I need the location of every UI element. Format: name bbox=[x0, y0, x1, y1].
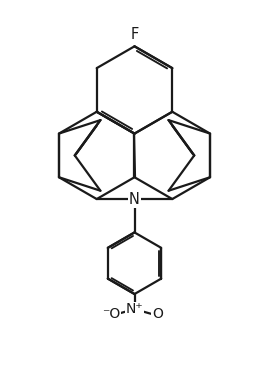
Text: N: N bbox=[129, 192, 140, 207]
Text: N⁺: N⁺ bbox=[126, 302, 143, 316]
Text: F: F bbox=[130, 27, 139, 42]
Text: ⁻O: ⁻O bbox=[102, 307, 121, 321]
Text: O: O bbox=[152, 307, 163, 321]
